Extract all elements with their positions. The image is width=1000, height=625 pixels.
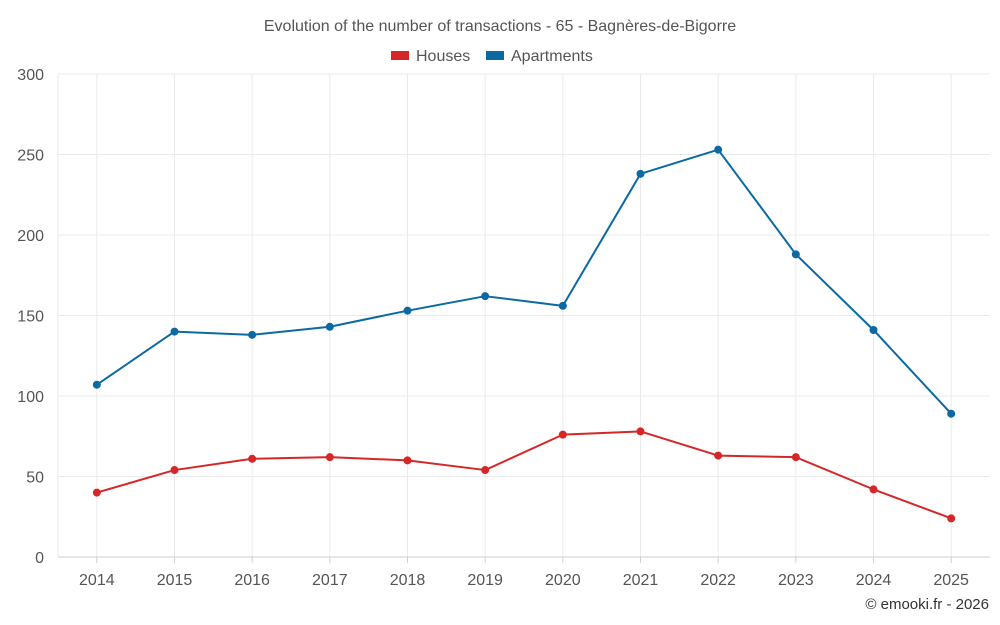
data-point-houses[interactable]	[947, 514, 956, 523]
data-point-houses[interactable]	[325, 453, 334, 462]
x-tick-label: 2024	[856, 572, 892, 589]
y-axis: 0 50 100 150 200 250 300	[17, 67, 44, 567]
y-tick-label: 100	[17, 389, 44, 406]
x-axis: 2014 2015 2016 2017 2018 2019 2020 2021 2022 2023…	[58, 556, 990, 589]
series-group	[92, 145, 956, 523]
x-tick-label: 2023	[778, 572, 814, 589]
data-point-apartments[interactable]	[92, 380, 101, 389]
data-point-houses[interactable]	[92, 488, 101, 497]
grid	[57, 73, 990, 557]
x-tick-label: 2025	[933, 572, 969, 589]
data-point-apartments[interactable]	[325, 322, 334, 331]
legend-label-houses[interactable]: Houses	[416, 48, 470, 65]
y-tick-label: 250	[17, 148, 44, 165]
data-point-apartments[interactable]	[636, 169, 645, 178]
legend-label-apartments[interactable]: Apartments	[511, 48, 593, 65]
x-tick-label: 2021	[623, 572, 659, 589]
data-point-apartments[interactable]	[170, 327, 179, 336]
data-point-apartments[interactable]	[403, 306, 412, 315]
series-line-apartments	[96, 148, 952, 415]
data-point-houses[interactable]	[481, 466, 490, 475]
series-line-houses	[96, 430, 952, 520]
data-point-houses[interactable]	[403, 456, 412, 465]
legend: Houses Apartments	[391, 48, 593, 65]
x-tick-label: 2018	[390, 572, 426, 589]
x-tick-label: 2016	[234, 572, 270, 589]
data-point-houses[interactable]	[714, 451, 723, 460]
x-tick-label: 2020	[545, 572, 581, 589]
data-point-houses[interactable]	[558, 430, 567, 439]
data-point-apartments[interactable]	[248, 330, 257, 339]
data-point-houses[interactable]	[636, 427, 645, 436]
y-tick-label: 150	[17, 309, 44, 326]
data-point-apartments[interactable]	[558, 301, 567, 310]
x-tick-label: 2015	[157, 572, 193, 589]
data-point-apartments[interactable]	[947, 409, 956, 418]
data-point-houses[interactable]	[869, 485, 878, 494]
x-tick-label: 2022	[700, 572, 736, 589]
data-point-apartments[interactable]	[714, 145, 723, 154]
chart-title: Evolution of the number of transactions …	[264, 18, 736, 35]
data-point-apartments[interactable]	[869, 325, 878, 334]
data-point-houses[interactable]	[170, 466, 179, 475]
x-tick-label: 2014	[79, 572, 115, 589]
y-tick-label: 200	[17, 228, 44, 245]
data-point-apartments[interactable]	[791, 250, 800, 259]
data-point-apartments[interactable]	[481, 292, 490, 301]
x-tick-label: 2019	[467, 572, 503, 589]
data-point-houses[interactable]	[248, 454, 257, 463]
credit-text: © emooki.fr - 2026	[865, 596, 989, 613]
y-tick-label: 0	[35, 550, 44, 567]
legend-swatch-apartments[interactable]	[486, 51, 504, 60]
y-tick-label: 300	[17, 67, 44, 84]
x-tick-label: 2017	[312, 572, 348, 589]
y-tick-label: 50	[26, 470, 44, 487]
data-point-houses[interactable]	[791, 453, 800, 462]
legend-swatch-houses[interactable]	[391, 51, 409, 60]
